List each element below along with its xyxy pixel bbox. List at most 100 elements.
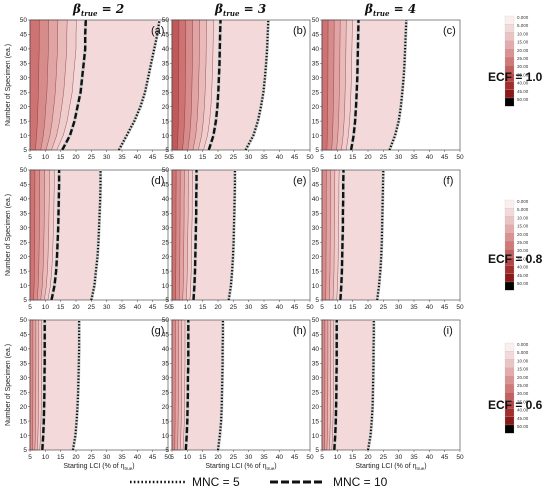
y-tick-label: 30 xyxy=(162,225,170,232)
x-tick-label: 25 xyxy=(230,454,238,461)
colorbar-label: 35.00 xyxy=(517,72,529,77)
x-tick-label: 10 xyxy=(42,454,50,461)
colorbar-label: 35.00 xyxy=(517,256,529,261)
mnc5-line xyxy=(366,320,375,451)
colorbar-label: 30.00 xyxy=(517,64,529,69)
x-tick-label: 20 xyxy=(364,154,372,161)
x-tick-label: 5 xyxy=(170,154,174,161)
panel-i: 5 10 15 20 25 30 35 40 45 50 5 10 15 20 25 30 35 40 45 50 (i… xyxy=(312,317,464,461)
x-tick-label: 50 xyxy=(164,154,172,161)
colorbar-swatch xyxy=(504,199,515,209)
y-tick-label: 15 xyxy=(162,268,170,275)
y-tick-label: 30 xyxy=(20,75,28,82)
y-tick-label: 30 xyxy=(312,75,320,82)
colorbar-swatch xyxy=(504,15,515,25)
colorbar-swatch xyxy=(504,342,515,352)
x-tick-label: 10 xyxy=(184,304,192,311)
x-tick-label: 50 xyxy=(456,304,464,311)
ecf-label: ECF = 0.6 xyxy=(488,398,543,412)
x-tick-label: 40 xyxy=(426,304,434,311)
colorbar-swatch xyxy=(504,24,515,33)
y-axis-label: Number of Specimen (ea.) xyxy=(5,194,12,276)
mnc5-line xyxy=(388,19,408,151)
y-tick-label: 40 xyxy=(162,196,170,203)
y-tick-label: 15 xyxy=(162,418,170,425)
panel-frame xyxy=(171,169,311,301)
mnc10-line xyxy=(207,19,222,151)
x-tick-label: 15 xyxy=(57,154,65,161)
y-tick-label: 40 xyxy=(20,346,28,353)
y-tick-label: 20 xyxy=(20,104,28,111)
colorbar-swatch xyxy=(504,281,515,291)
panel-label: (b) xyxy=(293,25,306,37)
panel-frame xyxy=(321,319,461,451)
panel-label: (h) xyxy=(293,325,306,337)
contour-band xyxy=(29,169,36,301)
x-tick-label: 15 xyxy=(57,304,65,311)
colorbar-swatch xyxy=(504,97,515,107)
legend-mnc5-label: MNC = 5 xyxy=(192,475,240,489)
x-tick-label: 40 xyxy=(276,304,284,311)
colorbar-label: 10.00 xyxy=(517,358,529,363)
mnc10-line xyxy=(184,320,190,451)
y-tick-label: 50 xyxy=(312,17,320,24)
contour-band xyxy=(171,319,176,451)
y-tick-label: 10 xyxy=(312,283,320,290)
mnc5-line xyxy=(227,170,236,301)
y-tick-label: 10 xyxy=(162,133,170,140)
contour-band xyxy=(29,319,34,451)
y-tick-label: 10 xyxy=(162,433,170,440)
colorbar-label: 20.00 xyxy=(517,375,529,380)
x-tick-label: 30 xyxy=(245,454,253,461)
colorbar-label: 10.00 xyxy=(517,31,529,36)
y-tick-label: 30 xyxy=(162,75,170,82)
column-title: βtrue = 4 xyxy=(364,2,416,18)
y-tick-label: 50 xyxy=(20,17,28,24)
colorbar-label: 45.00 xyxy=(517,416,529,421)
y-tick-label: 25 xyxy=(312,89,320,96)
x-tick-label: 50 xyxy=(164,304,172,311)
x-tick-label: 25 xyxy=(88,304,96,311)
mnc5-line xyxy=(117,19,161,151)
y-tick-label: 30 xyxy=(20,375,28,382)
y-tick-label: 5 xyxy=(315,297,319,304)
mnc5-line xyxy=(71,320,81,451)
y-tick-label: 35 xyxy=(162,211,170,218)
colorbar-label: 35.00 xyxy=(517,399,529,404)
x-tick-label: 35 xyxy=(260,154,268,161)
y-tick-label: 45 xyxy=(162,182,170,189)
x-tick-label: 35 xyxy=(260,304,268,311)
y-tick-label: 5 xyxy=(165,147,169,154)
y-tick-label: 35 xyxy=(312,61,320,68)
panel-d: 5 10 15 20 25 30 35 40 45 505101520253035404550(d… xyxy=(20,167,172,311)
y-tick-label: 10 xyxy=(312,433,320,440)
column-title: βtrue = 3 xyxy=(214,2,266,18)
y-tick-label: 45 xyxy=(312,182,320,189)
x-tick-label: 10 xyxy=(42,154,50,161)
panel-frame xyxy=(29,19,169,151)
colorbar-label: 0.000 xyxy=(517,199,529,204)
column-titles: βtrue = 2 βtrue = 3 βtrue = 4 xyxy=(72,2,416,18)
y-tick-label: 5 xyxy=(23,147,27,154)
colorbar-label: 50.00 xyxy=(517,424,529,429)
colorbar: 0.000 5.000 10.00 15.00 20.00 25.00 30.00 35.00… xyxy=(504,15,529,107)
x-tick-label: 30 xyxy=(395,154,403,161)
colorbar-swatch xyxy=(504,359,515,368)
legend-mnc10-label: MNC = 10 xyxy=(333,475,388,489)
y-tick-label: 5 xyxy=(23,447,27,454)
y-tick-label: 10 xyxy=(162,283,170,290)
panel-label: (i) xyxy=(443,325,453,337)
colorbar-swatch xyxy=(504,40,515,49)
y-tick-label: 15 xyxy=(312,118,320,125)
x-tick-label: 20 xyxy=(214,154,222,161)
x-tick-label: 45 xyxy=(149,304,157,311)
colorbar-label: 45.00 xyxy=(517,273,529,278)
panel-c: 5 10 15 20 25 30 35 40 45 50 5 10 15 20 25 30 35 40 45 50 (c… xyxy=(312,17,464,161)
x-tick-label: 35 xyxy=(118,304,126,311)
x-tick-label: 25 xyxy=(88,154,96,161)
y-tick-label: 15 xyxy=(312,418,320,425)
y-tick-label: 50 xyxy=(162,17,170,24)
y-tick-label: 35 xyxy=(162,361,170,368)
x-tick-label: 50 xyxy=(456,454,464,461)
